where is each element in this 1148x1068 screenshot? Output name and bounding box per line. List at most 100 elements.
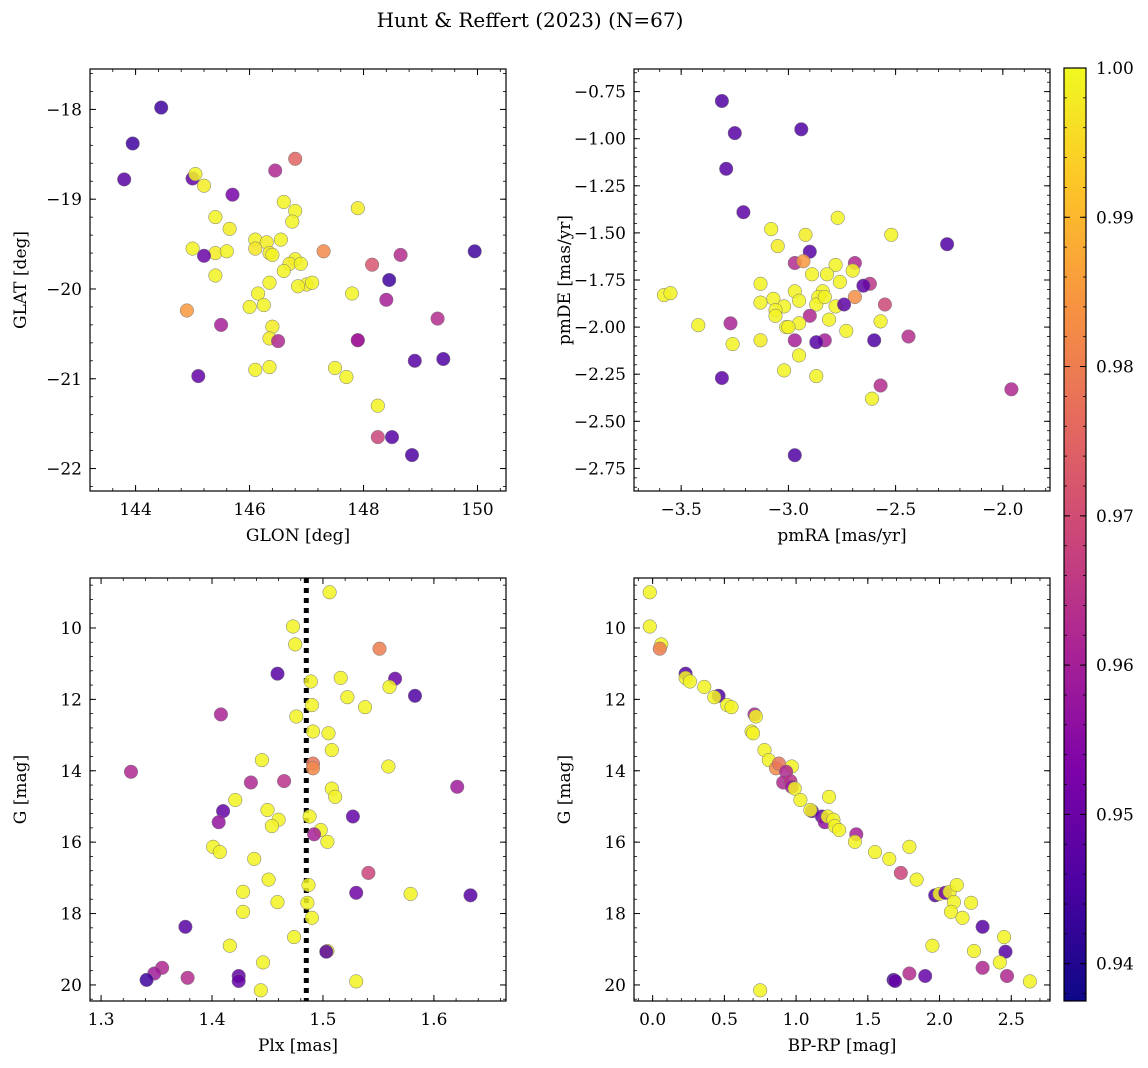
data-point: [999, 968, 1015, 984]
data-point: [430, 311, 445, 326]
axes-frame: [89, 68, 507, 492]
data-point: [285, 214, 300, 229]
y-tick-label: −2.75: [574, 459, 626, 479]
data-point: [787, 333, 802, 348]
data-point: [768, 308, 783, 323]
x-tick-label: 1.5: [854, 1010, 881, 1030]
data-point: [289, 709, 304, 724]
data-point: [208, 210, 223, 225]
data-point: [382, 679, 397, 694]
data-point: [305, 275, 320, 290]
data-point: [304, 698, 319, 713]
data-point: [300, 895, 315, 910]
data-point: [379, 292, 394, 307]
data-point: [287, 930, 302, 945]
data-point: [753, 333, 768, 348]
data-point: [125, 136, 140, 151]
x-tick-label: 146: [233, 500, 265, 520]
x-axis-label: GLON [deg]: [246, 526, 350, 546]
data-point: [225, 187, 240, 202]
data-point: [724, 700, 739, 715]
data-point: [303, 674, 318, 689]
data-point: [403, 886, 418, 901]
y-tick-label: −1.00: [574, 130, 626, 150]
data-point: [270, 895, 285, 910]
data-point: [804, 267, 820, 282]
x-tick-label: 150: [461, 500, 493, 520]
y-tick-label: −18: [46, 100, 82, 120]
data-point: [884, 227, 899, 242]
data-point: [943, 904, 959, 919]
data-point: [273, 232, 288, 247]
data-point: [247, 851, 262, 866]
data-point: [319, 944, 334, 959]
data-point: [723, 316, 738, 331]
colorbar: 0.94 0.95 0.96 0.97 0.98 0.99 1.00: [1063, 59, 1134, 1002]
x-tick-label: 0.5: [711, 1010, 738, 1030]
data-point: [381, 759, 396, 774]
data-point: [909, 872, 924, 887]
y-tick-label: 10: [60, 619, 82, 639]
data-point: [212, 845, 227, 860]
colorbar-tick-label: 0.98: [1096, 358, 1134, 378]
data-point: [372, 641, 387, 656]
data-point: [349, 974, 364, 989]
figure-title: Hunt & Reffert (2023) (N=67): [377, 8, 684, 32]
data-point: [219, 244, 234, 259]
colorbar-tick-label: 0.94: [1096, 955, 1134, 975]
data-point: [213, 707, 228, 722]
data-point: [832, 274, 847, 289]
x-tick-label: 1.6: [420, 1010, 447, 1030]
data-point: [328, 789, 343, 804]
data-point: [382, 272, 397, 288]
x-axis-label: BP-RP [mag]: [788, 1036, 897, 1056]
data-point: [997, 930, 1012, 945]
y-tick-label: −22: [46, 460, 82, 480]
data-point: [847, 289, 862, 305]
x-tick-label: 0.0: [639, 1010, 666, 1030]
data-point: [256, 955, 271, 970]
data-point: [307, 827, 322, 842]
data-point: [288, 637, 303, 652]
y-axis-label: G [mag]: [11, 755, 31, 824]
x-tick-label: 1.4: [199, 1010, 226, 1030]
data-point: [809, 369, 824, 384]
x-tick-label: −3.5: [661, 500, 702, 520]
data-point: [276, 263, 291, 279]
data-point: [365, 257, 380, 272]
cmd-panel: 0.0 0.5 1.0 1.5 2.0 2.5 10 12 14 16 18 20 BP-RP [mag…: [555, 577, 1051, 1056]
y-tick-label: −21: [46, 370, 82, 390]
colorbar-tick-label: 0.97: [1096, 507, 1134, 527]
data-point: [407, 688, 423, 703]
data-point: [925, 938, 940, 953]
data-point: [753, 983, 768, 998]
data-point: [1004, 382, 1019, 397]
data-point: [893, 865, 908, 880]
data-point: [358, 700, 373, 715]
data-point: [222, 221, 237, 236]
data-point: [792, 293, 807, 308]
data-point: [117, 172, 132, 187]
data-point: [856, 278, 871, 293]
data-point: [393, 247, 408, 262]
data-point: [345, 286, 360, 301]
data-point: [361, 865, 376, 880]
y-tick-label: 18: [604, 905, 626, 925]
data-point: [345, 809, 360, 824]
data-point: [253, 983, 268, 998]
data-point: [236, 884, 251, 899]
data-point: [770, 239, 785, 254]
y-tick-label: 14: [604, 762, 626, 782]
points: [123, 585, 478, 998]
data-point: [822, 312, 837, 327]
data-point: [837, 297, 852, 312]
data-point: [697, 679, 712, 694]
data-point: [191, 369, 206, 384]
data-point: [265, 247, 280, 262]
data-point: [736, 205, 751, 220]
data-point: [817, 289, 832, 305]
data-point: [975, 960, 990, 975]
data-point: [333, 670, 348, 685]
x-tick-label: 2.5: [998, 1010, 1025, 1030]
